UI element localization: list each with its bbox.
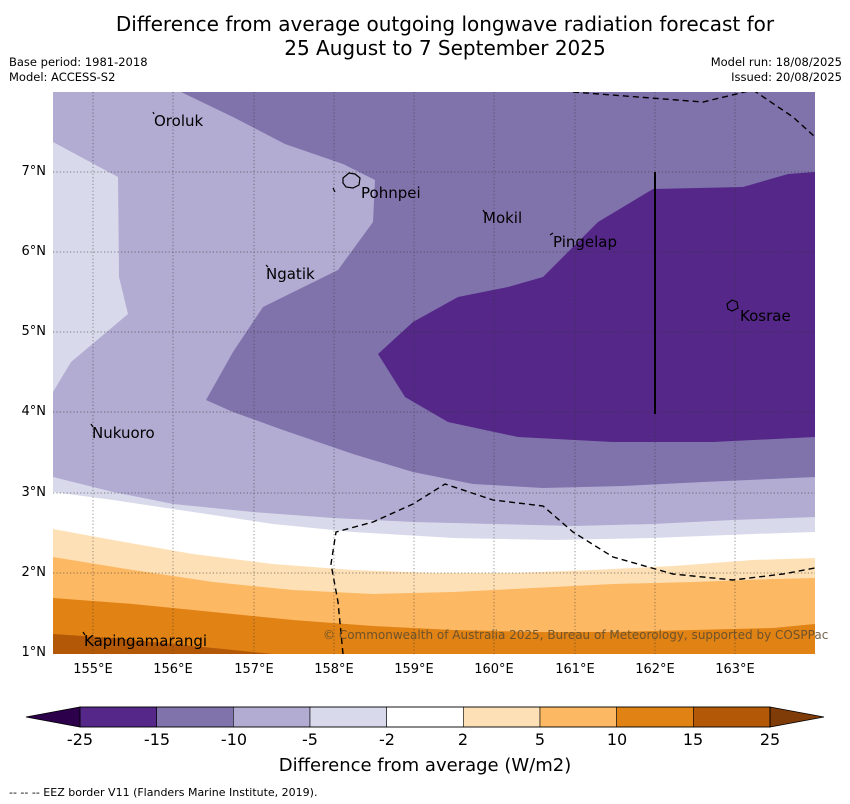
band-10-to-15 — [53, 598, 815, 654]
eez-border — [330, 92, 815, 654]
colorbar-tick-label: 5 — [534, 730, 546, 749]
lat-label-2n: 2°N — [21, 565, 47, 580]
colorbar-tick-label: -15 — [143, 730, 171, 749]
lat-label-3n: 3°N — [21, 485, 47, 500]
colorbar-frame — [79, 706, 771, 728]
eez-footnote: -- -- -- EEZ border V11 (Flanders Marine… — [9, 786, 318, 799]
place-kapingamarangi: Kapingamarangi — [84, 632, 208, 650]
lon-label-163e: 163°E — [715, 662, 755, 677]
colorbar-under-arrow — [25, 706, 81, 728]
map-panel — [53, 92, 815, 654]
title-line-2: 25 August to 7 September 2025 — [284, 36, 606, 60]
colorbar-segment — [463, 706, 541, 728]
colorbar-tick-label: 25 — [759, 730, 781, 749]
forecast-map — [53, 92, 815, 654]
lon-label-159e: 159°E — [394, 662, 434, 677]
lat-label-1n: 1°N — [21, 645, 47, 660]
lon-label-160e: 160°E — [474, 662, 514, 677]
colorbar-tick-label: 15 — [682, 730, 704, 749]
lat-label-7n: 7°N — [21, 164, 47, 179]
colorbar-segment — [616, 706, 694, 728]
lon-label-158e: 158°E — [314, 662, 354, 677]
lon-label-162e: 162°E — [635, 662, 675, 677]
colorbar-segment — [156, 706, 234, 728]
model-name: Model: ACCESS-S2 — [9, 70, 116, 84]
lat-label-5n: 5°N — [21, 324, 47, 339]
colorbar-segment — [386, 706, 464, 728]
model-run: Model run: 18/08/2025 — [710, 55, 842, 69]
colorbar-segment — [693, 706, 771, 728]
colorbar-over-arrow — [769, 706, 825, 728]
lon-label-161e: 161°E — [555, 662, 595, 677]
colorbar-segment — [309, 706, 387, 728]
colorbar-segments — [79, 706, 771, 728]
colorbar — [25, 706, 825, 728]
band-minus-15-to-25 — [378, 172, 815, 442]
kosrae-island-icon — [726, 299, 739, 312]
colorbar-tick-label: -10 — [220, 730, 248, 749]
pohnpei-island-icon — [342, 172, 361, 189]
lon-label-156e: 156°E — [153, 662, 193, 677]
colorbar-tick-label: -2 — [379, 730, 395, 749]
lon-label-155e: 155°E — [73, 662, 113, 677]
place-pingelap: Pingelap — [553, 233, 618, 251]
copyright-notice: © Commonwealth of Australia 2025, Bureau… — [323, 628, 829, 642]
colorbar-tick-label: -25 — [66, 730, 94, 749]
place-mokil: Mokil — [483, 209, 523, 227]
base-period: Base period: 1981-2018 — [9, 55, 148, 69]
lon-label-157e: 157°E — [234, 662, 274, 677]
issued-date: Issued: 20/08/2025 — [731, 70, 842, 84]
lat-label-4n: 4°N — [21, 404, 47, 419]
colorbar-segment — [233, 706, 311, 728]
colorbar-title: Difference from average (W/m2) — [278, 755, 572, 776]
model-info: Base period: 1981-2018 Model: ACCESS-S2 — [9, 55, 148, 85]
colorbar-segment — [79, 706, 157, 728]
colorbar-segment — [539, 706, 617, 728]
place-ngatik: Ngatik — [266, 265, 315, 283]
band-15-to-25 — [53, 634, 273, 654]
colorbar-tick-label: 10 — [606, 730, 628, 749]
map-title: Difference from average outgoing longwav… — [0, 12, 850, 60]
graticule — [53, 92, 815, 654]
colorbar-tick-label: -5 — [302, 730, 318, 749]
place-oroluk: Oroluk — [154, 112, 204, 130]
place-pohnpei: Pohnpei — [361, 184, 421, 202]
colorbar-tick-label: 2 — [457, 730, 469, 749]
place-kosrae: Kosrae — [740, 307, 791, 325]
lat-label-6n: 6°N — [21, 244, 47, 259]
run-info: Model run: 18/08/2025 Issued: 20/08/2025 — [711, 55, 842, 85]
islands — [82, 111, 739, 636]
title-line-1: Difference from average outgoing longwav… — [115, 12, 775, 36]
place-nukuoro: Nukuoro — [92, 424, 155, 442]
